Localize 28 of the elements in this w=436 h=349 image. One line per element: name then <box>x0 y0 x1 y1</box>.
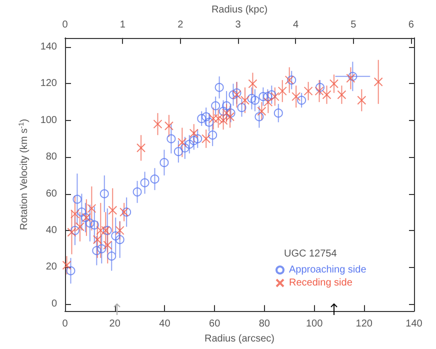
y-tick-label: 40 <box>46 224 58 236</box>
legend-label: Approaching side <box>289 264 367 276</box>
x2-tick-label: 3 <box>235 19 242 30</box>
x2-tick-label: 1 <box>120 19 126 30</box>
legend-label: Receding side <box>289 278 353 288</box>
x2-axis-title: Radius (kpc) <box>211 4 268 16</box>
x2-tick-label: 6 <box>408 19 414 30</box>
legend-title: UGC 12754 <box>284 248 338 260</box>
x-tick-label: 60 <box>209 318 221 330</box>
y-tick-label: 100 <box>40 114 58 126</box>
y-tick-label: 120 <box>40 78 58 90</box>
x-tick-label: 40 <box>159 318 171 330</box>
y-tick-label: 140 <box>40 42 58 53</box>
x-tick-label: 100 <box>306 318 324 330</box>
y-tick-label: 60 <box>46 188 58 200</box>
y-tick-label: 80 <box>46 152 58 163</box>
x2-tick-label: 2 <box>178 19 184 30</box>
x-tick-label: 120 <box>356 318 373 330</box>
y-tick-label: 20 <box>46 262 58 273</box>
y-tick-label: 0 <box>51 298 58 310</box>
x2-tick-label: 4 <box>292 19 299 30</box>
x2-tick-label: 5 <box>350 19 357 30</box>
x-tick-label: 20 <box>109 318 121 330</box>
x2-tick-label: 0 <box>62 19 68 30</box>
x-tick-label: 80 <box>258 318 270 330</box>
x-tick-label: 140 <box>406 318 423 330</box>
x-axis-title: Radius (arcsec) <box>204 334 275 344</box>
x-tick-label: 0 <box>62 318 68 330</box>
